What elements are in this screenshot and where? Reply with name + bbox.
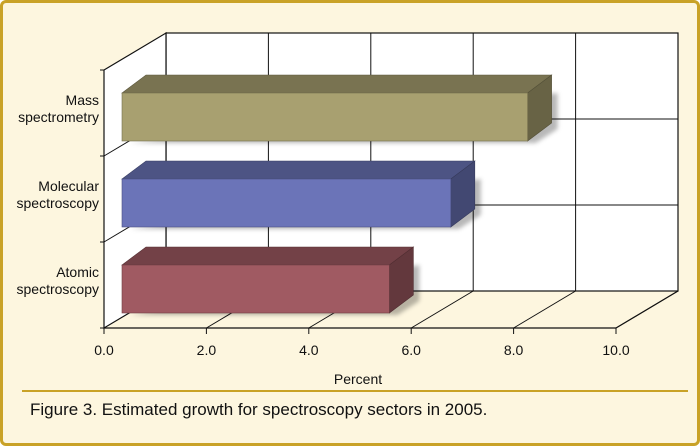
- x-tick-label: 6.0: [401, 342, 421, 358]
- bar-top-face: [121, 246, 415, 266]
- x-tick-label: 2.0: [197, 342, 217, 358]
- bar-3: [121, 246, 420, 315]
- floor-right-edge: [615, 290, 679, 329]
- category-label-line: Mass: [66, 92, 99, 108]
- bar-front-face: [121, 178, 452, 228]
- figure-caption: Figure 3. Estimated growth for spectrosc…: [30, 400, 488, 419]
- category-label: Atomic spectroscopy: [17, 264, 99, 297]
- category-label-line: Atomic: [56, 264, 99, 280]
- category-label-line: spectroscopy: [17, 195, 99, 211]
- caption-divider: [22, 390, 688, 392]
- bar-2: [121, 160, 481, 229]
- x-tick-label: 10.0: [602, 342, 629, 358]
- x-tick-label: 8.0: [504, 342, 524, 358]
- floor-gridline: [410, 290, 474, 329]
- floor-gridline: [513, 290, 576, 329]
- bar-front-face: [121, 92, 528, 142]
- x-axis-title: Percent: [334, 371, 382, 387]
- x-axis-ticks: 0.0 2.0 4.0 6.0 8.0 10.0: [94, 69, 630, 358]
- category-label: Molecular spectroscopy: [17, 178, 100, 211]
- bar-front-face: [121, 264, 390, 314]
- x-tick-label: 4.0: [299, 342, 319, 358]
- chart-bars: [121, 74, 558, 315]
- category-label-line: Molecular: [38, 178, 99, 194]
- category-label-line: spectrometry: [18, 109, 99, 125]
- bar-top-face: [121, 160, 476, 180]
- x-tick-label: 0.0: [94, 342, 114, 358]
- category-label: Mass spectrometry: [18, 92, 99, 125]
- bar-top-face: [121, 74, 553, 94]
- category-label-line: spectroscopy: [17, 281, 99, 297]
- bar-1: [121, 74, 558, 143]
